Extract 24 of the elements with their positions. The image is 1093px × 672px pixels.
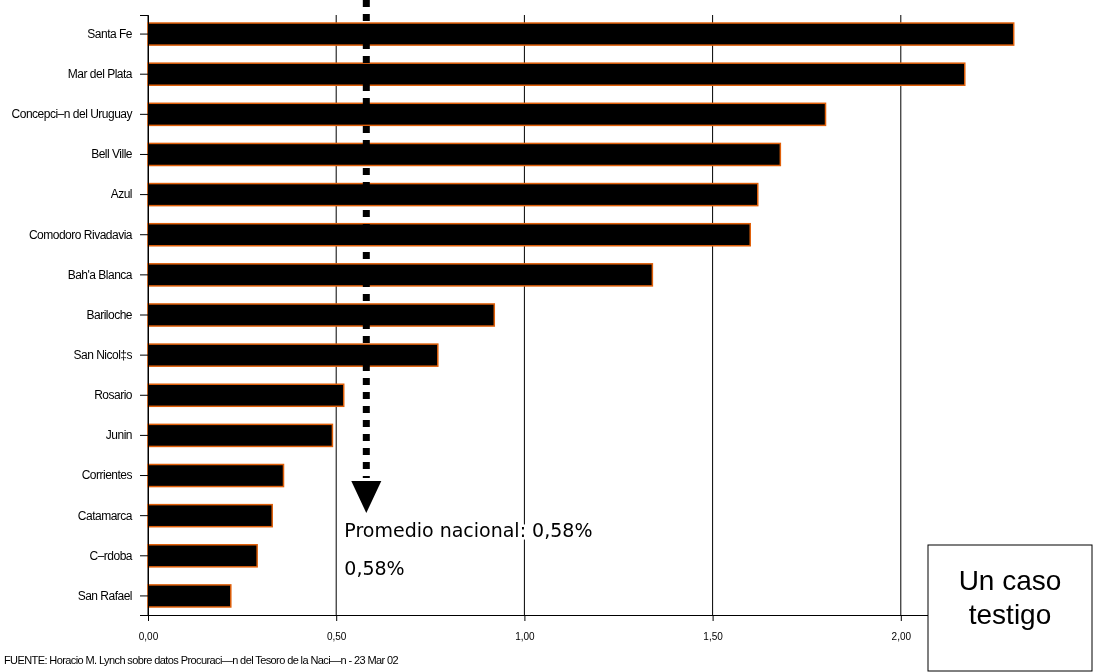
y-tick-label: San Nicol‡s — [73, 347, 133, 362]
y-tick-label: Azul — [110, 187, 132, 202]
y-tick-label: Santa Fe — [87, 26, 133, 41]
y-tick-label: Mar del Plata — [67, 67, 133, 82]
x-tick-label: 0,00 — [138, 631, 159, 643]
y-tick-label: Bariloche — [86, 307, 133, 322]
y-tick-label: Corrientes — [81, 468, 133, 483]
y-tick-label: C–rdoba — [89, 548, 133, 563]
x-tick-label: 1,00 — [515, 631, 536, 643]
y-tick-label: Bell Ville — [91, 147, 133, 162]
annotation: Un caso testigo — [958, 565, 1062, 630]
source-note: FUENTE: Horacio M. Lynch sobre datos Procuraci—n del Tesoro de la Naci—n - 23 Mar 02 — [4, 654, 399, 666]
y-tick-label: Concepci–n del Uruguay — [11, 107, 133, 122]
y-tick-label: Junin — [105, 428, 132, 443]
legend-label: Promedio nacional: 0,58% — [344, 519, 593, 541]
annotation: 0,58% — [344, 557, 405, 579]
y-tick-label: San Rafael — [77, 588, 132, 603]
y-tick-label: Comodoro Rivadavia — [28, 227, 133, 242]
x-tick-label: 0,50 — [326, 631, 347, 643]
y-tick-label: Bah'a Blanca — [67, 267, 133, 282]
y-tick-label: Catamarca — [77, 508, 133, 523]
x-tick-label: 1,50 — [703, 631, 724, 643]
x-tick-label: 2,00 — [891, 631, 912, 643]
y-tick-label: Rosario — [94, 388, 133, 403]
